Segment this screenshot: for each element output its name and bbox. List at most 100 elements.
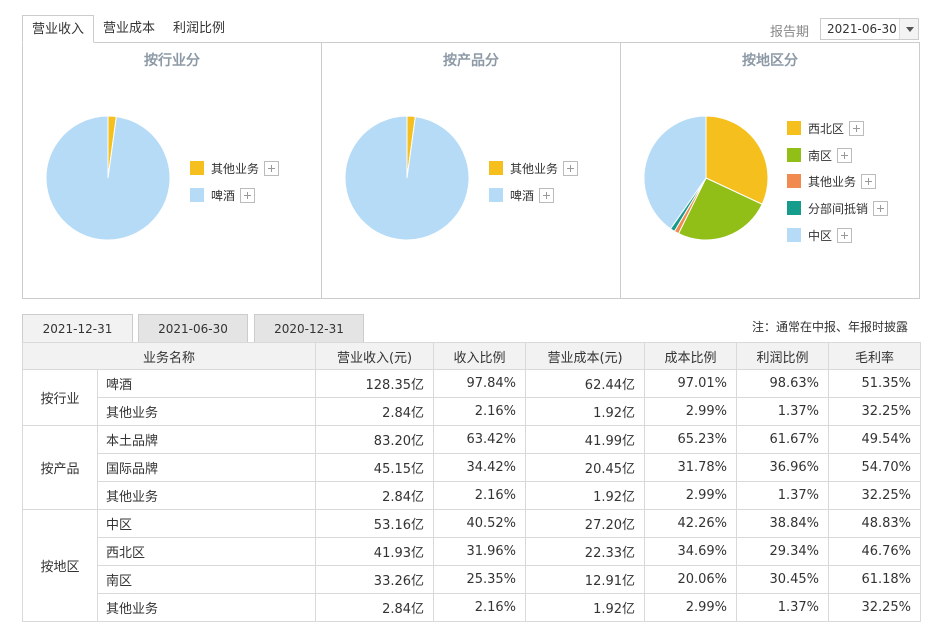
- table-row: 按行业 啤酒 128.35亿 97.84% 62.44亿 97.01% 98.6…: [22, 369, 922, 426]
- legend-swatch: [489, 188, 503, 202]
- plus-icon[interactable]: [240, 187, 256, 203]
- legend-swatch: [787, 148, 801, 162]
- plus-icon[interactable]: [563, 160, 579, 176]
- profit-ratio-cell: 29.34%: [736, 537, 830, 566]
- plus-icon[interactable]: [539, 187, 555, 203]
- revenue-cell: 53.16亿: [315, 509, 435, 538]
- legend-item-south[interactable]: 南区: [787, 147, 853, 163]
- profit-ratio-cell: 1.37%: [736, 481, 830, 510]
- profit-ratio-cell: 36.96%: [736, 453, 830, 482]
- group-label: 按行业: [22, 369, 98, 426]
- legend-item-intersegment[interactable]: 分部间抵销: [787, 200, 889, 216]
- legend-label: 啤酒: [211, 188, 236, 203]
- revenue-cell: 2.84亿: [315, 481, 435, 510]
- table-row: 其他业务 2.84亿 2.16% 1.92亿 2.99% 1.37% 32.25…: [23, 397, 922, 426]
- profit-ratio-cell: 38.84%: [736, 509, 830, 538]
- chevron-down-icon[interactable]: [899, 19, 918, 39]
- cost-cell: 27.20亿: [525, 509, 646, 538]
- gross-margin-cell: 51.35%: [828, 369, 922, 398]
- table-header-row: 业务名称 营业收入(元) 收入比例 营业成本(元) 成本比例 利润比例 毛利率: [21, 342, 922, 370]
- revenue-ratio-cell: 97.84%: [433, 369, 527, 398]
- profit-ratio-cell: 1.37%: [736, 593, 830, 622]
- tab-period-2021-12-31[interactable]: 2021-12-31: [22, 314, 133, 342]
- plus-icon[interactable]: [264, 160, 280, 176]
- revenue-cell: 128.35亿: [315, 369, 435, 398]
- profit-ratio-cell: 1.37%: [736, 397, 830, 426]
- cost-ratio-cell: 97.01%: [644, 369, 738, 398]
- legend-item-beer[interactable]: 啤酒: [190, 187, 256, 203]
- plus-icon[interactable]: [873, 200, 889, 216]
- report-period-select[interactable]: 2021-06-30: [820, 18, 919, 40]
- column-header[interactable]: 成本比例: [644, 342, 738, 370]
- cost-cell: 22.33亿: [525, 537, 646, 566]
- pie-slice[interactable]: [643, 115, 707, 230]
- table-row: 按地区 中区 53.16亿 40.52% 27.20亿 42.26% 38.84…: [22, 509, 922, 622]
- gross-margin-cell: 32.25%: [828, 593, 922, 622]
- business-name: 南区: [96, 565, 317, 594]
- group-label: 按产品: [22, 425, 98, 510]
- column-header[interactable]: 收入比例: [433, 342, 527, 370]
- revenue-cell: 2.84亿: [315, 397, 435, 426]
- legend-swatch: [190, 188, 204, 202]
- legend-label: 其他业务: [211, 161, 260, 176]
- tab-profit-ratio[interactable]: 利润比例: [173, 21, 226, 36]
- plus-icon[interactable]: [837, 227, 853, 243]
- profit-ratio-cell: 98.63%: [736, 369, 830, 398]
- legend-label: 分部间抵销: [808, 201, 869, 216]
- column-header[interactable]: 营业收入(元): [315, 342, 435, 370]
- column-header[interactable]: 毛利率: [828, 342, 922, 370]
- column-header[interactable]: 利润比例: [736, 342, 830, 370]
- column-header[interactable]: 业务名称: [21, 342, 317, 370]
- legend-swatch: [787, 174, 801, 188]
- panel-by-industry: 按行业分 其他业务 啤酒: [23, 43, 322, 298]
- pie-slice[interactable]: [677, 177, 763, 241]
- revenue-ratio-cell: 40.52%: [433, 509, 527, 538]
- cost-ratio-cell: 2.99%: [644, 593, 738, 622]
- legend-item-central[interactable]: 中区: [787, 227, 853, 243]
- legend-swatch: [787, 201, 801, 215]
- pie-slice[interactable]: [45, 115, 171, 241]
- disclosure-note: 注：通常在中报、年报时披露: [752, 320, 909, 334]
- gross-margin-cell: 32.25%: [828, 397, 922, 426]
- plus-icon[interactable]: [849, 120, 865, 136]
- tab-cost[interactable]: 营业成本: [103, 21, 156, 36]
- legend-item-beer[interactable]: 啤酒: [489, 187, 555, 203]
- legend-label: 南区: [808, 148, 833, 163]
- cost-cell: 1.92亿: [525, 397, 646, 426]
- legend-label: 中区: [808, 228, 833, 243]
- revenue-ratio-cell: 34.42%: [433, 453, 527, 482]
- tab-period-2020-12-31[interactable]: 2020-12-31: [254, 314, 364, 342]
- cost-cell: 1.92亿: [525, 593, 646, 622]
- tab-period-2021-06-30[interactable]: 2021-06-30: [138, 314, 248, 342]
- business-name: 本土品牌: [96, 425, 317, 454]
- pie-chart-region: [643, 115, 769, 241]
- legend-label: 西北区: [808, 121, 845, 136]
- business-name: 西北区: [96, 537, 317, 566]
- tab-revenue[interactable]: 营业收入: [22, 15, 95, 43]
- revenue-ratio-cell: 63.42%: [433, 425, 527, 454]
- panel-title: 按行业分: [144, 53, 200, 69]
- revenue-cell: 33.26亿: [315, 565, 435, 594]
- legend-item-other[interactable]: 其他业务: [190, 160, 280, 176]
- legend-item-other[interactable]: 其他业务: [489, 160, 579, 176]
- table-row: 国际品牌 45.15亿 34.42% 20.45亿 31.78% 36.96% …: [23, 453, 922, 482]
- business-breakdown-table: 业务名称 营业收入(元) 收入比例 营业成本(元) 成本比例 利润比例 毛利率 …: [21, 342, 922, 622]
- revenue-ratio-cell: 2.16%: [433, 481, 527, 510]
- table-row: 其他业务 2.84亿 2.16% 1.92亿 2.99% 1.37% 32.25…: [23, 481, 922, 510]
- business-name: 其他业务: [96, 481, 317, 510]
- pie-charts-container: 按行业分 其他业务 啤酒 按产品分 其他业务 啤酒 按地区分: [22, 42, 920, 299]
- revenue-ratio-cell: 2.16%: [433, 397, 527, 426]
- panel-title: 按地区分: [742, 53, 798, 69]
- plus-icon[interactable]: [837, 147, 853, 163]
- legend-item-other[interactable]: 其他业务: [787, 173, 877, 189]
- pie-slice[interactable]: [344, 115, 470, 241]
- cost-ratio-cell: 2.99%: [644, 397, 738, 426]
- table-row: 南区 33.26亿 25.35% 12.91亿 20.06% 30.45% 61…: [23, 565, 922, 594]
- plus-icon[interactable]: [861, 173, 877, 189]
- cost-ratio-cell: 2.99%: [644, 481, 738, 510]
- cost-ratio-cell: 65.23%: [644, 425, 738, 454]
- column-header[interactable]: 营业成本(元): [525, 342, 646, 370]
- pie-slice[interactable]: [705, 115, 769, 205]
- legend-item-northwest[interactable]: 西北区: [787, 120, 865, 136]
- revenue-cell: 83.20亿: [315, 425, 435, 454]
